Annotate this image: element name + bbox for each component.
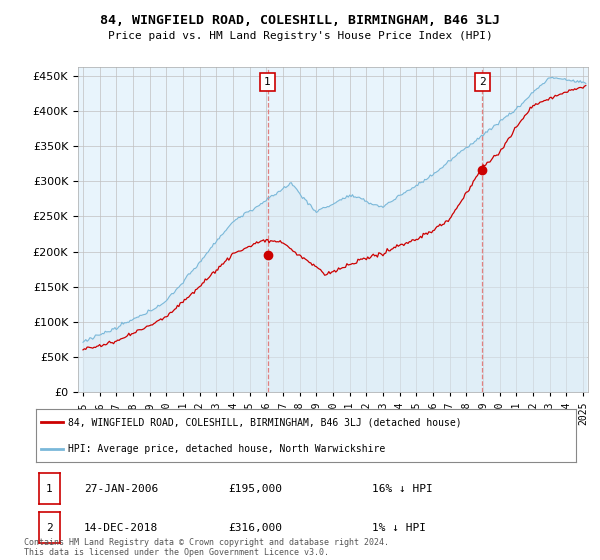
Text: Price paid vs. HM Land Registry's House Price Index (HPI): Price paid vs. HM Land Registry's House …	[107, 31, 493, 41]
Text: Contains HM Land Registry data © Crown copyright and database right 2024.
This d: Contains HM Land Registry data © Crown c…	[24, 538, 389, 557]
Text: 2: 2	[479, 77, 486, 87]
Text: 1: 1	[264, 77, 271, 87]
Text: 84, WINGFIELD ROAD, COLESHILL, BIRMINGHAM, B46 3LJ (detached house): 84, WINGFIELD ROAD, COLESHILL, BIRMINGHA…	[68, 417, 462, 427]
Text: HPI: Average price, detached house, North Warwickshire: HPI: Average price, detached house, Nort…	[68, 444, 386, 454]
Text: 2: 2	[46, 523, 53, 533]
Text: £195,000: £195,000	[228, 484, 282, 493]
Text: 27-JAN-2006: 27-JAN-2006	[84, 484, 158, 493]
Text: 84, WINGFIELD ROAD, COLESHILL, BIRMINGHAM, B46 3LJ: 84, WINGFIELD ROAD, COLESHILL, BIRMINGHA…	[100, 14, 500, 27]
Text: 14-DEC-2018: 14-DEC-2018	[84, 523, 158, 533]
Text: £316,000: £316,000	[228, 523, 282, 533]
Text: 16% ↓ HPI: 16% ↓ HPI	[372, 484, 433, 493]
Text: 1% ↓ HPI: 1% ↓ HPI	[372, 523, 426, 533]
Text: 1: 1	[46, 484, 53, 493]
